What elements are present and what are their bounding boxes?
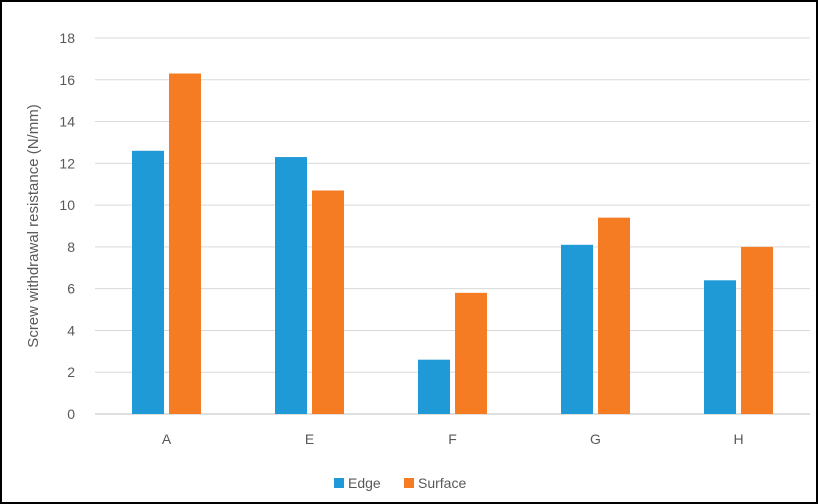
bar-edge-f: [418, 359, 450, 414]
bars: [132, 73, 773, 415]
y-tick-label: 16: [59, 72, 75, 88]
bar-edge-e: [275, 157, 307, 415]
y-axis-title: Screw withdrawal resistance (N/mm): [25, 104, 42, 347]
y-tick-label: 6: [67, 281, 75, 297]
y-tick-label: 8: [67, 239, 75, 255]
legend-swatch-surface: [404, 478, 414, 488]
bar-edge-h: [704, 280, 736, 414]
y-tick-label: 18: [59, 30, 75, 46]
y-axis-ticks: 0 2 4 6 8 10 12 14 16 18: [59, 30, 75, 422]
y-tick-label: 12: [59, 155, 75, 171]
legend-label-surface: Surface: [418, 475, 466, 491]
y-tick-label: 2: [67, 364, 75, 380]
x-tick-label: A: [162, 431, 172, 447]
gridlines: [95, 37, 810, 415]
y-tick-label: 4: [67, 322, 75, 338]
legend-swatch-edge: [334, 478, 344, 488]
x-tick-label: G: [590, 431, 601, 447]
bar-surface-h: [741, 246, 773, 414]
bar-surface-f: [455, 292, 487, 414]
y-tick-label: 0: [67, 406, 75, 422]
x-tick-label: E: [305, 431, 314, 447]
y-tick-label: 10: [59, 197, 75, 213]
bar-edge-a: [132, 150, 164, 415]
bar-edge-g: [561, 244, 593, 414]
y-tick-label: 14: [59, 114, 75, 130]
legend-label-edge: Edge: [348, 475, 381, 491]
bar-surface-g: [598, 217, 630, 414]
legend: Edge Surface: [334, 475, 466, 491]
x-tick-label: F: [448, 431, 457, 447]
x-tick-label: H: [733, 431, 743, 447]
bar-surface-e: [312, 190, 344, 414]
bar-surface-a: [169, 73, 201, 414]
